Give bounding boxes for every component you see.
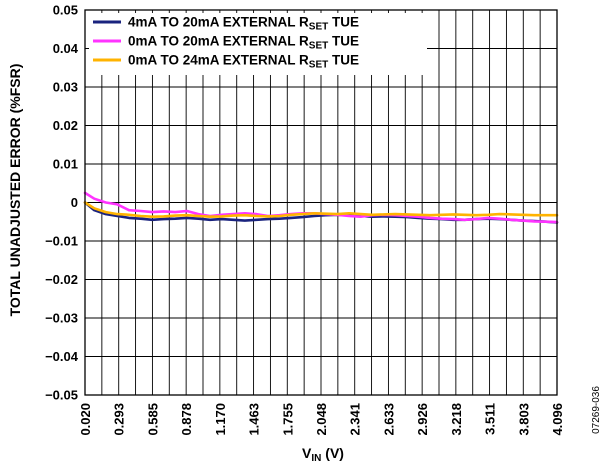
x-tick-label: 0.293 <box>112 403 127 436</box>
y-tick-label: 0.05 <box>53 3 78 18</box>
x-axis-title-unit: (V) <box>321 445 344 461</box>
x-axis-title-sub: IN <box>311 453 321 464</box>
legend-label-3: 0mA TO 24mA EXTERNAL RSET TUE <box>128 53 359 71</box>
x-tick-label: 4.096 <box>550 403 565 436</box>
plot-frame <box>84 9 558 396</box>
legend-label-2: 0mA TO 20mA EXTERNAL RSET TUE <box>128 34 359 52</box>
y-tick-label: 0.04 <box>53 41 79 56</box>
y-tick-label: 0.03 <box>53 80 78 95</box>
y-tick-label: −0.04 <box>45 349 79 364</box>
legend-label-1: 4mA TO 20mA EXTERNAL RSET TUE <box>128 15 359 33</box>
y-tick-label: −0.02 <box>45 272 78 287</box>
series-layer <box>83 191 559 224</box>
y-tick-label: −0.05 <box>45 388 78 403</box>
y-tick-label: −0.01 <box>45 234 78 249</box>
y-tick-label: 0.01 <box>53 157 78 172</box>
x-tick-label: 3.511 <box>483 403 498 435</box>
x-tick-label: 1.755 <box>280 403 295 436</box>
x-axis-title-main: V <box>302 445 312 461</box>
y-axis-title: TOTAL UNADJUSTED ERROR (%FSR) <box>7 64 23 317</box>
series-line-3 <box>83 201 559 218</box>
x-tick-label: 1.463 <box>247 403 262 436</box>
x-tick-label: 2.633 <box>381 403 396 436</box>
x-tick-label: 3.803 <box>516 403 531 436</box>
y-tick-labels: 0.05 0.04 0.03 0.02 0.01 0 −0.01 −0.02 −0.03 −0.0… <box>45 3 79 403</box>
y-tick-label: 0.02 <box>53 118 78 133</box>
x-tick-labels: 0.020 0.293 0.585 0.878 1.170 1.463 1.755 2.048… <box>78 403 565 436</box>
x-tick-label: 2.341 <box>348 403 363 436</box>
x-axis-title: VIN (V) <box>302 445 344 464</box>
x-tick-label: 3.218 <box>449 403 464 436</box>
x-tick-label: 1.170 <box>213 403 228 436</box>
x-tick-label: 2.926 <box>415 403 430 436</box>
y-tick-label: 0 <box>71 195 78 210</box>
x-tick-label: 0.878 <box>179 403 194 436</box>
y-tick-label: −0.03 <box>45 311 78 326</box>
legend-background <box>89 13 427 75</box>
x-tick-label: 2.048 <box>314 403 329 436</box>
x-tick-label: 0.020 <box>78 403 93 436</box>
x-tick-label: 0.585 <box>145 403 160 436</box>
figure-id: 07269-036 <box>591 386 602 434</box>
